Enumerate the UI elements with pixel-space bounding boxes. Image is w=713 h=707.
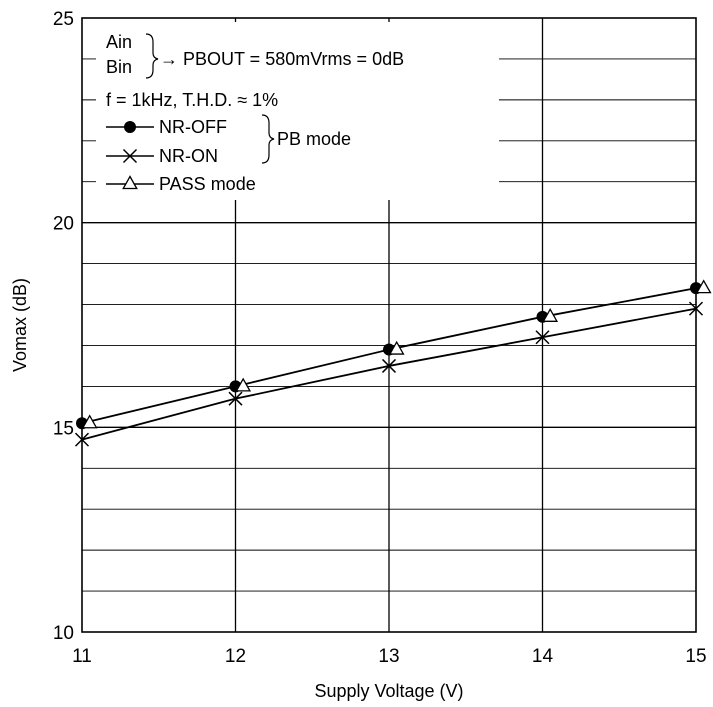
- y-tick-label: 15: [53, 418, 74, 439]
- legend-background: [96, 22, 499, 200]
- data-point-triangle: [81, 414, 98, 429]
- data-point-cross: [122, 148, 138, 164]
- x-tick-label: 12: [225, 646, 246, 667]
- data-point-cross: [228, 391, 243, 406]
- legend-label: NR-ON: [159, 146, 218, 166]
- x-tick-label: 13: [378, 646, 399, 667]
- data-point-cross: [535, 330, 550, 345]
- legend-conditions: f = 1kHz, T.H.D. ≈ 1%: [106, 90, 278, 110]
- series-layer: [74, 279, 712, 447]
- x-axis-label: Supply Voltage (V): [314, 681, 463, 701]
- plot-frame: [81, 17, 697, 633]
- data-point-triangle: [122, 175, 138, 190]
- legend-reference: → PBOUT = 580mVrms = 0dB: [160, 49, 404, 69]
- data-point-triangle: [388, 340, 405, 355]
- y-tick-label: 10: [53, 623, 74, 644]
- legend-label: NR-OFF: [159, 117, 227, 137]
- legend-label: PASS mode: [159, 174, 256, 194]
- x-tick-label: 14: [532, 646, 554, 667]
- legend-entry: PASS mode: [106, 174, 256, 194]
- data-point-circle: [124, 121, 136, 133]
- legend-input-a: Ain: [106, 32, 132, 52]
- data-point-cross: [381, 358, 397, 373]
- legend-entries: NR-OFF NR-ON PASS mode: [106, 117, 256, 194]
- legend-brace-pb: [261, 114, 275, 164]
- tick-labels: 11 12 13 14 15 10 15 20 25: [53, 9, 707, 667]
- series-pass-mode: [81, 279, 712, 429]
- y-tick-label: 20: [53, 214, 74, 235]
- y-tick-label: 25: [53, 9, 74, 30]
- data-point-triangle: [695, 279, 712, 294]
- data-point-triangle: [542, 307, 559, 322]
- data-point-cross: [74, 432, 90, 447]
- x-tick-label: 15: [685, 646, 706, 667]
- y-axis-label: Vomax (dB): [10, 278, 30, 372]
- x-tick-label: 11: [72, 646, 92, 667]
- data-point-triangle: [235, 377, 252, 392]
- series-nr-on: [74, 301, 704, 447]
- data-point-cross: [688, 301, 704, 316]
- legend-brace-inputs: [145, 33, 159, 79]
- legend-entry: NR-OFF: [106, 117, 227, 137]
- legend-input-b: Bin: [106, 57, 132, 77]
- legend: Ain Bin → PBOUT = 580mVrms = 0dB f = 1kH…: [96, 22, 499, 200]
- legend-entry: NR-ON: [106, 146, 218, 166]
- legend-group-label: PB mode: [277, 129, 351, 149]
